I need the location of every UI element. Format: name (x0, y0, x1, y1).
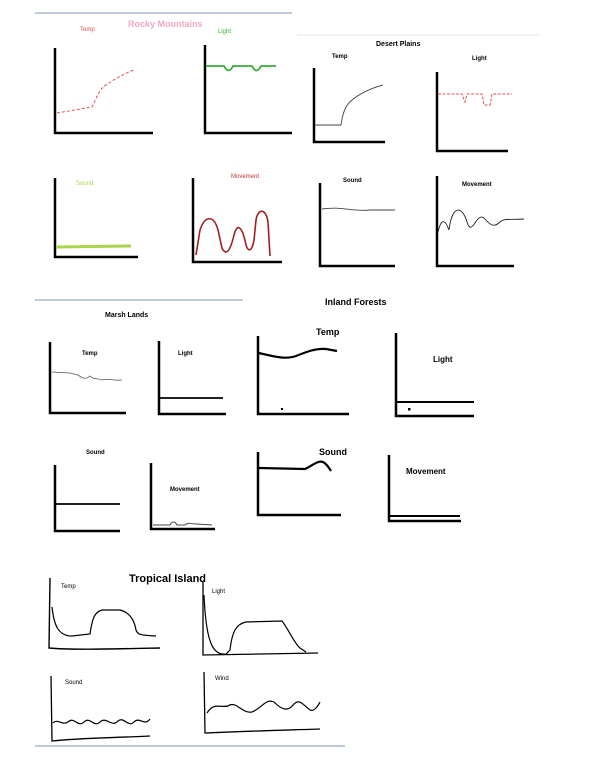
data-line (258, 347, 338, 359)
data-line (315, 84, 384, 126)
axes (203, 671, 321, 734)
chart-label: Wind (215, 676, 229, 682)
chart-label: Sound (76, 181, 93, 187)
forest-temp-chart: Temp (256, 327, 349, 416)
chart-label: Light (433, 355, 453, 364)
axes (394, 333, 474, 418)
axes (387, 455, 461, 523)
chart-label: Light (212, 589, 225, 595)
marsh-temp-chart: Temp (48, 342, 126, 415)
rocky-movement-chart: Movement (191, 174, 282, 264)
section-title-rocky-mountains: Rocky Mountains (128, 19, 203, 29)
chart-label: Temp (61, 584, 76, 590)
data-line (437, 209, 525, 233)
axes (202, 581, 319, 656)
desert-movement-chart: Movement (435, 176, 525, 268)
tropical-sound-chart: Sound (50, 675, 151, 742)
data-line (206, 65, 276, 72)
chart-label: Temp (80, 27, 95, 33)
marsh-sound-chart: Sound (53, 450, 120, 533)
forest-light-chart: Light (394, 333, 474, 418)
rocky-temp-chart: Temp (53, 27, 153, 135)
chart-label: Movement (462, 182, 492, 188)
axes (149, 463, 215, 531)
axes (53, 48, 153, 135)
axes (48, 342, 126, 415)
data-line (52, 718, 151, 725)
axes (157, 341, 226, 416)
chart-label: Sound (343, 178, 362, 184)
desert-temp-chart: Temp (312, 54, 385, 144)
chart-label: Sound (65, 680, 82, 686)
axes (53, 178, 138, 259)
data-marker (281, 408, 283, 410)
axes (318, 183, 395, 268)
marsh-light-chart: Light (157, 341, 226, 416)
data-line (55, 244, 132, 249)
rocky-sound-chart: Sound (53, 178, 138, 259)
data-line (51, 371, 123, 381)
chart-label: Light (178, 351, 193, 357)
rocky-light-chart: Light (203, 29, 292, 135)
axes (48, 577, 161, 650)
data-line (153, 521, 213, 526)
data-marker (408, 408, 411, 411)
chart-label: Light (472, 56, 487, 62)
section-title-inland-forests: Inland Forests (325, 297, 387, 307)
data-line (258, 460, 332, 472)
data-line (195, 210, 271, 257)
axes (203, 45, 292, 135)
data-line (438, 93, 512, 106)
desert-light-chart: Light (435, 56, 512, 153)
chart-label: Light (218, 29, 231, 35)
chart-label: Sound (319, 447, 347, 457)
chart-label: Temp (332, 54, 348, 60)
tropical-light-chart: Light (202, 581, 319, 656)
axes (50, 675, 151, 742)
data-line (203, 594, 307, 655)
axes (191, 178, 282, 264)
forest-movement-chart: Movement (387, 455, 461, 523)
axes (256, 336, 349, 416)
chart-label: Movement (231, 174, 259, 180)
chart-label: Movement (170, 487, 200, 493)
marsh-movement-chart: Movement (149, 463, 215, 531)
forest-sound-chart: Sound (256, 447, 347, 517)
desert-sound-chart: Sound (318, 178, 395, 268)
chart-label: Temp (316, 327, 340, 337)
tropical-wind-chart: Wind (203, 671, 321, 734)
axes (435, 176, 514, 268)
data-line (51, 606, 157, 637)
axes (435, 72, 508, 153)
section-title-tropical-island: Tropical Island (129, 573, 206, 585)
tropical-temp-chart: Temp (48, 577, 161, 650)
data-line (56, 69, 135, 114)
chart-label: Temp (82, 351, 98, 357)
section-title-desert-plains: Desert Plains (376, 41, 420, 48)
axes (53, 465, 120, 533)
section-title-marsh-lands: Marsh Lands (105, 312, 148, 319)
chart-label: Movement (406, 467, 446, 476)
data-line (206, 700, 321, 714)
axes (256, 452, 341, 517)
data-line (321, 207, 395, 211)
axes (312, 68, 385, 144)
chart-label: Sound (86, 450, 105, 456)
